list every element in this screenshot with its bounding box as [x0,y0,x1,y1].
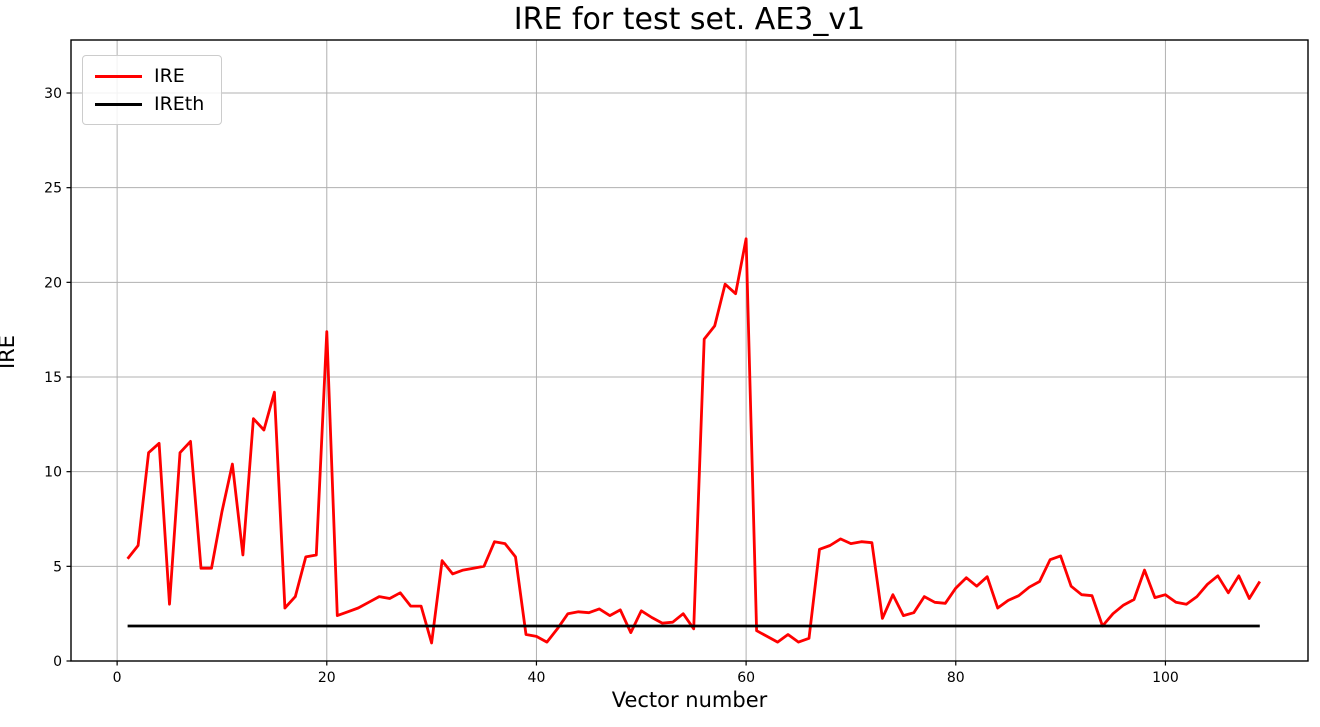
ire-line [126,237,1261,645]
y-axis-label: IRE [0,334,19,370]
x-tick-label: 0 [113,670,122,686]
legend-entry-ireth: IREth [95,92,221,115]
x-tick-label: 100 [1152,670,1179,686]
x-tick-label: 40 [528,670,546,686]
y-tick-label: 20 [44,275,62,291]
y-tick-label: 30 [44,86,62,102]
x-axis-label: Vector number [611,688,768,712]
chart-title: IRE for test set. AE3_v1 [513,2,866,37]
legend: IRE IREth [82,55,222,125]
ire-line-swatch [95,74,142,78]
legend-label-ireth: IREth [154,92,205,115]
y-tick-label: 10 [44,465,62,481]
axes-frame [70,39,1309,662]
y-tick-label: 15 [44,370,62,386]
y-tick-label: 0 [53,654,62,670]
legend-label-ire: IRE [154,64,185,87]
x-tick-label: 60 [737,670,755,686]
x-tick-label: 20 [318,670,336,686]
x-tick-label: 80 [947,670,965,686]
y-tick-label: 5 [53,559,62,575]
ireth-line-swatch [95,102,142,106]
y-tick-label: 25 [44,181,62,197]
legend-entry-ire: IRE [95,64,221,87]
